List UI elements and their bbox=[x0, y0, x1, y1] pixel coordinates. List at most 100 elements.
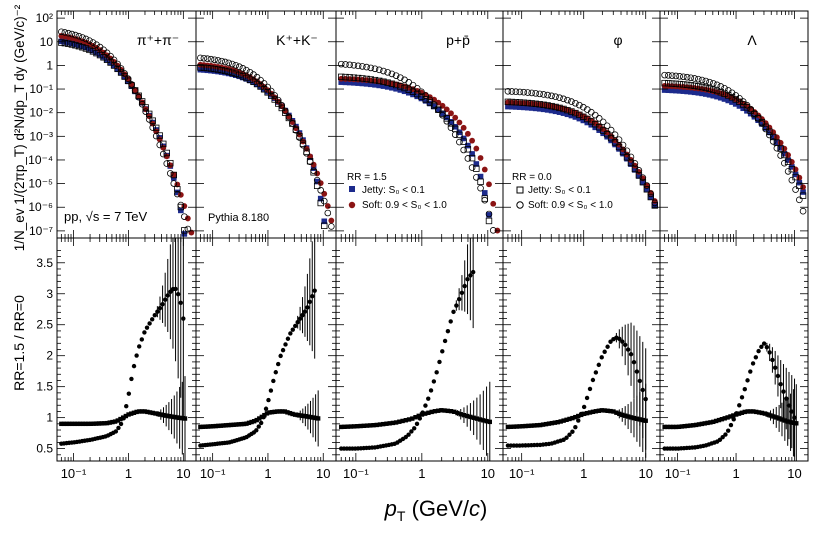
y-tick-label-top: 10 bbox=[40, 35, 54, 49]
legend-rr00: RR = 0.0 Jetty: S₀ < 0.1 Soft: 0.9 < S₀ … bbox=[512, 172, 613, 211]
ratio-point-lambda-jetty bbox=[725, 415, 730, 420]
y-tick-label-bottom: 1 bbox=[46, 411, 53, 425]
point-proton-soft_rr00 bbox=[456, 138, 463, 146]
point-phi-jetty_rr15 bbox=[536, 106, 543, 112]
point-phi-jetty_rr15 bbox=[520, 104, 527, 111]
ratio-point-phi-jetty bbox=[573, 414, 578, 420]
ratio-point-phi-soft bbox=[593, 370, 599, 375]
ratio-point-phi-jetty bbox=[505, 424, 511, 430]
ratio-point-phi-jetty bbox=[535, 423, 540, 428]
point-proton-jetty_rr15 bbox=[401, 88, 408, 95]
ratio-point-lambda-jetty bbox=[716, 417, 722, 423]
point-proton-soft_rr00 bbox=[418, 88, 425, 96]
point-pion-soft_rr15 bbox=[160, 144, 167, 151]
ratio-point-proton-soft bbox=[414, 421, 420, 427]
x-tick-label-phi: 10 bbox=[638, 466, 652, 481]
ratio-point-lambda-jetty bbox=[791, 420, 796, 425]
ratio-point-lambda-soft bbox=[725, 428, 731, 433]
point-proton-soft_rr15 bbox=[448, 110, 454, 117]
ratio-point-lambda-jetty bbox=[748, 409, 753, 414]
point-kaon-soft_rr00 bbox=[200, 54, 208, 62]
ratio-point-pion-soft bbox=[181, 316, 186, 321]
point-phi-jetty_rr15 bbox=[636, 173, 642, 179]
ratio-point-proton-soft bbox=[423, 403, 428, 408]
point-phi-jetty_rr15 bbox=[651, 202, 658, 208]
ratio-point-pion-soft bbox=[129, 376, 134, 382]
point-kaon-jetty_rr15 bbox=[232, 72, 239, 78]
point-proton-jetty_rr15 bbox=[384, 84, 391, 90]
point-lambda-soft_rr00 bbox=[743, 101, 751, 109]
y-tick-label-top: 10⁻² bbox=[29, 106, 53, 120]
ratio-point-pion-jetty bbox=[118, 416, 123, 422]
point-proton-jetty_rr00 bbox=[397, 83, 404, 90]
ratio-point-pion-jetty bbox=[115, 418, 121, 423]
ratio-point-pion-jetty bbox=[91, 421, 96, 426]
point-lambda-soft_rr00 bbox=[680, 73, 687, 81]
ratio-point-kaon-jetty bbox=[228, 422, 234, 428]
point-kaon-soft_rr00 bbox=[246, 68, 254, 76]
point-pion-jetty_rr15 bbox=[76, 42, 82, 48]
point-lambda-jetty_rr15 bbox=[710, 92, 717, 99]
point-proton-soft_rr00 bbox=[359, 63, 366, 70]
point-kaon-jetty_rr15 bbox=[222, 69, 228, 76]
ratio-point-pion-jetty bbox=[77, 421, 83, 427]
ratio-point-proton-jetty bbox=[432, 409, 438, 414]
point-proton-soft_rr15 bbox=[460, 124, 467, 131]
x-tick-label-pion: 10 bbox=[176, 466, 190, 481]
ratio-point-pion-jetty bbox=[166, 413, 172, 419]
ratio-point-lambda-jetty bbox=[665, 424, 670, 430]
ratio-point-lambda-soft bbox=[739, 395, 745, 400]
point-phi-soft_rr00 bbox=[639, 174, 647, 181]
point-lambda-soft_rr00 bbox=[668, 72, 676, 79]
ratio-point-kaon-jetty bbox=[295, 412, 300, 418]
ratio-point-proton-jetty bbox=[351, 424, 357, 429]
ratio-point-lambda-jetty bbox=[662, 424, 667, 430]
point-phi-jetty_rr00 bbox=[508, 98, 516, 106]
ratio-point-kaon-soft bbox=[310, 294, 315, 299]
ratio-point-kaon-jetty bbox=[205, 424, 211, 429]
point-pion-jetty_rr00 bbox=[75, 43, 83, 50]
y-tick-label-bottom: 1.5 bbox=[36, 380, 53, 394]
ratio-point-lambda-soft bbox=[753, 355, 759, 360]
y-tick-label-top: 1 bbox=[46, 58, 53, 72]
ticks-layer: 10⁻¹ 1 10 10⁻¹ 1 10 10⁻¹ 1 10 10⁻¹ 1 10 10⁻¹ 1 1010²10… bbox=[28, 11, 808, 481]
point-proton-jetty_rr15 bbox=[443, 114, 450, 121]
point-phi-jetty_rr15 bbox=[644, 186, 650, 193]
ratio-point-phi-soft bbox=[617, 336, 622, 342]
point-proton-soft_rr00 bbox=[477, 184, 484, 192]
point-lambda-jetty_rr15 bbox=[661, 87, 668, 93]
point-kaon-jetty_rr15 bbox=[314, 178, 320, 185]
point-proton-jetty_rr00 bbox=[342, 73, 349, 81]
point-proton-jetty_rr00 bbox=[376, 77, 383, 85]
point-kaon-soft_rr00 bbox=[285, 113, 293, 121]
point-kaon-soft_rr15 bbox=[317, 180, 324, 186]
point-pion-jetty_rr15 bbox=[114, 66, 121, 72]
point-proton-soft_rr00 bbox=[380, 67, 387, 75]
point-proton-jetty_rr15 bbox=[363, 81, 370, 87]
point-phi-jetty_rr15 bbox=[588, 121, 595, 128]
point-pion-soft_rr00 bbox=[170, 180, 178, 187]
point-phi-jetty_rr15 bbox=[509, 103, 515, 110]
ratio-point-pion-jetty bbox=[177, 415, 182, 421]
point-kaon-jetty_rr00 bbox=[250, 78, 257, 85]
point-pion-soft_rr15 bbox=[167, 162, 174, 169]
ratio-point-pion-soft bbox=[178, 300, 183, 305]
ratio-point-lambda-jetty bbox=[693, 422, 699, 428]
ratio-point-pion-jetty bbox=[161, 412, 166, 418]
ratio-point-pion-jetty bbox=[137, 409, 142, 414]
ratio-point-kaon-jetty bbox=[200, 424, 206, 430]
point-pion-jetty_rr00 bbox=[121, 73, 128, 80]
point-pion-jetty_rr15 bbox=[93, 49, 100, 56]
ratios-proton bbox=[339, 238, 492, 461]
ratio-point-proton-jetty bbox=[400, 418, 405, 424]
point-kaon-jetty_rr15 bbox=[197, 66, 204, 73]
point-kaon-soft_rr00 bbox=[274, 96, 282, 104]
ratio-point-phi-jetty bbox=[526, 423, 531, 429]
point-pion-soft_rr00 bbox=[110, 56, 118, 64]
point-pion-jetty_rr00 bbox=[72, 42, 79, 49]
y-tick-label-bottom: 3.5 bbox=[36, 256, 53, 270]
point-lambda-jetty_rr15 bbox=[736, 103, 743, 109]
ratio-point-proton-soft bbox=[440, 349, 445, 354]
ratio-point-phi-jetty bbox=[514, 424, 519, 429]
